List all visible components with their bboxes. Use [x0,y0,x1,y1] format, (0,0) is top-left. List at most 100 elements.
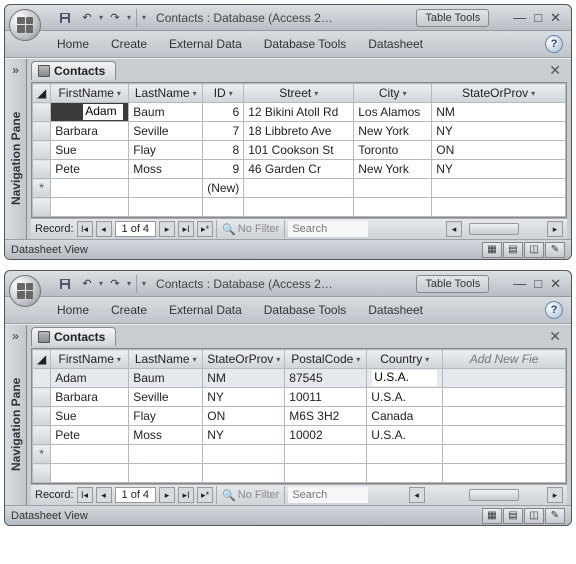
undo-button[interactable]: ↶ [77,275,97,293]
col-firstname[interactable]: FirstName▾ [51,350,129,369]
document-close-button[interactable]: ✕ [549,328,561,345]
close-button[interactable]: ✕ [550,10,561,26]
maximize-button[interactable]: □ [534,10,542,26]
ribbon-tab-create[interactable]: Create [107,35,151,53]
search-input[interactable] [288,221,368,237]
view-pivotchart-button[interactable]: ◫ [524,508,544,524]
table-row[interactable]: AdamBaumNM87545 U.S.A. [33,369,566,388]
table-row[interactable]: BarbaraSeville718 Libbreto AveNew YorkNY [33,122,566,141]
close-button[interactable]: ✕ [550,276,561,292]
redo-dropdown-icon[interactable]: ▾ [127,13,131,22]
col-city[interactable]: City▾ [354,84,432,103]
search-input[interactable] [288,487,368,503]
quick-access-toolbar: ↶ ▾ ↷ ▾ ▾ [55,275,146,293]
new-row[interactable]: * [33,445,566,464]
col-lastname[interactable]: LastName▾ [129,84,203,103]
ribbon-tab-externaldata[interactable]: External Data [165,301,246,319]
last-record-button[interactable]: ▸I [178,487,194,503]
col-lastname[interactable]: LastName▾ [129,350,203,369]
prev-record-button[interactable]: ◂ [96,221,112,237]
nav-pane-collapsed[interactable]: » Navigation Pane [5,325,27,505]
filter-indicator[interactable]: 🔍No Filter [216,486,285,504]
blank-row [33,198,566,217]
status-text: Datasheet View [11,510,88,522]
redo-button[interactable]: ↷ [105,9,125,27]
col-country[interactable]: Country▾ [367,350,443,369]
document-close-button[interactable]: ✕ [549,62,561,79]
ribbon-tab-create[interactable]: Create [107,301,151,319]
ribbon-tab-dbtools[interactable]: Database Tools [260,301,351,319]
undo-dropdown-icon[interactable]: ▾ [99,279,103,288]
prev-record-button[interactable]: ◂ [96,487,112,503]
nav-expand-icon[interactable]: » [12,63,19,77]
next-record-button[interactable]: ▸ [159,487,175,503]
document-tab-contacts[interactable]: Contacts [31,61,116,80]
redo-dropdown-icon[interactable]: ▾ [127,279,131,288]
last-record-button[interactable]: ▸I [178,221,194,237]
qat-customize-icon[interactable]: ▾ [142,13,146,22]
document-tab-contacts[interactable]: Contacts [31,327,116,346]
ribbon-tab-home[interactable]: Home [53,35,93,53]
col-state[interactable]: StateOrProv▾ [432,84,566,103]
view-datasheet-button[interactable]: ▦ [482,508,502,524]
table-row[interactable]: SueFlayONM6S 3H2Canada [33,407,566,426]
scroll-right-button[interactable]: ▸ [547,487,563,503]
blank-row [33,464,566,483]
cell-selected: U.S.A. [367,369,443,388]
select-all-corner[interactable]: ◢ [33,350,51,369]
col-firstname[interactable]: FirstName▾ [51,84,129,103]
qat-customize-icon[interactable]: ▾ [142,279,146,288]
undo-dropdown-icon[interactable]: ▾ [99,13,103,22]
view-design-button[interactable]: ✎ [545,242,565,258]
ribbon-tab-datasheet[interactable]: Datasheet [364,35,427,53]
scroll-left-button[interactable]: ◂ [409,487,425,503]
hscroll-thumb[interactable] [469,489,519,501]
table-row[interactable]: PeteMoss946 Garden CrNew YorkNY [33,160,566,179]
undo-button[interactable]: ↶ [77,9,97,27]
record-position[interactable]: 1 of 4 [115,487,157,503]
minimize-button[interactable]: — [513,10,526,26]
new-record-button[interactable]: ▸* [197,221,213,237]
view-datasheet-button[interactable]: ▦ [482,242,502,258]
view-pivottable-button[interactable]: ▤ [503,242,523,258]
view-pivottable-button[interactable]: ▤ [503,508,523,524]
col-add-new[interactable]: Add New Fie [443,350,566,369]
table-row[interactable]: BarbaraSevilleNY10011U.S.A. [33,388,566,407]
status-bar: Datasheet View ▦ ▤ ◫ ✎ [5,505,571,525]
ribbon-tab-externaldata[interactable]: External Data [165,35,246,53]
hscroll-thumb[interactable] [469,223,519,235]
scroll-right-button[interactable]: ▸ [547,221,563,237]
ribbon-tab-datasheet[interactable]: Datasheet [364,301,427,319]
save-button[interactable] [55,275,75,293]
new-row[interactable]: *(New) [33,179,566,198]
filter-indicator[interactable]: 🔍No Filter [216,220,285,238]
col-id[interactable]: ID▾ [203,84,244,103]
next-record-button[interactable]: ▸ [159,221,175,237]
table-row[interactable]: SueFlay8101 Cookson StTorontoON [33,141,566,160]
table-row[interactable]: PeteMossNY10002U.S.A. [33,426,566,445]
maximize-button[interactable]: □ [534,276,542,292]
view-pivotchart-button[interactable]: ◫ [524,242,544,258]
minimize-button[interactable]: — [513,276,526,292]
ribbon-tab-dbtools[interactable]: Database Tools [260,35,351,53]
view-design-button[interactable]: ✎ [545,508,565,524]
nav-expand-icon[interactable]: » [12,329,19,343]
ribbon-tab-home[interactable]: Home [53,301,93,319]
office-button[interactable] [9,275,41,307]
help-button[interactable]: ? [545,301,563,319]
record-position[interactable]: 1 of 4 [115,221,157,237]
save-button[interactable] [55,9,75,27]
office-button[interactable] [9,9,41,41]
nav-pane-collapsed[interactable]: » Navigation Pane [5,59,27,239]
new-record-button[interactable]: ▸* [197,487,213,503]
col-state[interactable]: StateOrProv▾ [203,350,285,369]
help-button[interactable]: ? [545,35,563,53]
table-row[interactable]: Adam Baum612 Bikini Atoll RdLos AlamosNM [33,103,566,122]
col-postal[interactable]: PostalCode▾ [285,350,367,369]
first-record-button[interactable]: I◂ [77,221,93,237]
scroll-left-button[interactable]: ◂ [446,221,462,237]
redo-button[interactable]: ↷ [105,275,125,293]
first-record-button[interactable]: I◂ [77,487,93,503]
col-street[interactable]: Street▾ [244,84,354,103]
select-all-corner[interactable]: ◢ [33,84,51,103]
